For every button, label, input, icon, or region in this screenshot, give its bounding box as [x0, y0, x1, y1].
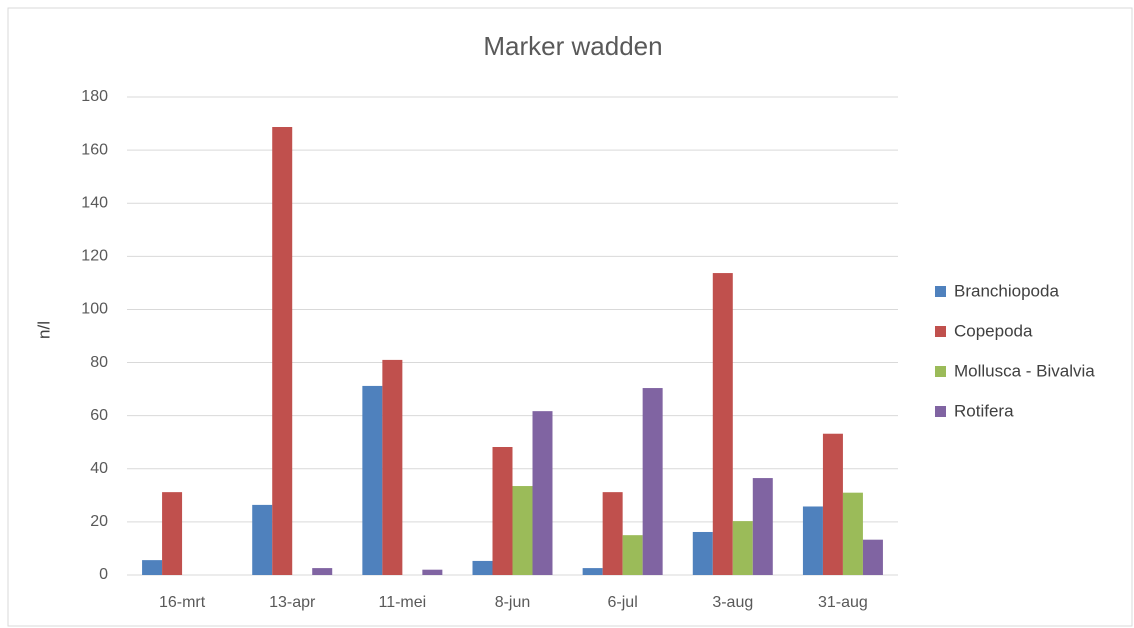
x-tick-label: 8-jun	[495, 594, 531, 611]
chart-title: Marker wadden	[483, 31, 662, 61]
bar	[272, 127, 293, 575]
x-tick-label: 3-aug	[712, 594, 753, 611]
bar	[752, 478, 773, 575]
bar	[492, 447, 513, 575]
bar	[512, 486, 533, 575]
x-tick-label: 31-aug	[818, 594, 868, 611]
bar	[802, 506, 823, 575]
y-tick-label: 0	[99, 566, 108, 583]
bar	[712, 273, 733, 575]
y-tick-label: 100	[81, 301, 108, 318]
bar	[862, 539, 883, 575]
x-tick-label: 6-jul	[608, 594, 638, 611]
legend-label: Rotifera	[954, 401, 1014, 420]
legend-swatch	[935, 406, 946, 417]
bar	[362, 385, 383, 575]
legend-swatch	[935, 366, 946, 377]
y-tick-label: 20	[90, 513, 108, 530]
x-tick-label: 16-mrt	[159, 594, 206, 611]
bar	[642, 388, 663, 575]
legend-label: Mollusca - Bivalvia	[954, 361, 1095, 380]
bar	[822, 433, 843, 575]
bar	[532, 411, 553, 575]
y-tick-label: 60	[90, 407, 108, 424]
bar	[732, 521, 753, 575]
y-tick-label: 80	[90, 354, 108, 371]
bar	[382, 359, 403, 575]
y-tick-label: 160	[81, 141, 108, 158]
chart-border	[7, 7, 1133, 627]
bar	[162, 492, 183, 575]
y-tick-label: 40	[90, 460, 108, 477]
legend-label: Copepoda	[954, 321, 1033, 340]
x-tick-label: 11-mei	[378, 594, 426, 611]
y-tick-label: 180	[81, 88, 108, 105]
bar	[472, 560, 493, 575]
bar	[692, 531, 713, 575]
y-tick-label: 120	[81, 248, 108, 265]
legend-label: Branchiopoda	[954, 281, 1059, 300]
legend-swatch	[935, 286, 946, 297]
legend-swatch	[935, 326, 946, 337]
bar	[142, 560, 163, 575]
bar	[622, 535, 643, 575]
bar	[252, 504, 273, 575]
bar	[602, 492, 623, 575]
y-axis-label: n/l	[34, 321, 53, 339]
bar	[842, 492, 863, 575]
bar	[312, 568, 333, 575]
y-tick-label: 140	[81, 194, 108, 211]
bar	[582, 568, 603, 575]
bar	[422, 569, 443, 575]
x-tick-label: 13-apr	[269, 594, 316, 611]
